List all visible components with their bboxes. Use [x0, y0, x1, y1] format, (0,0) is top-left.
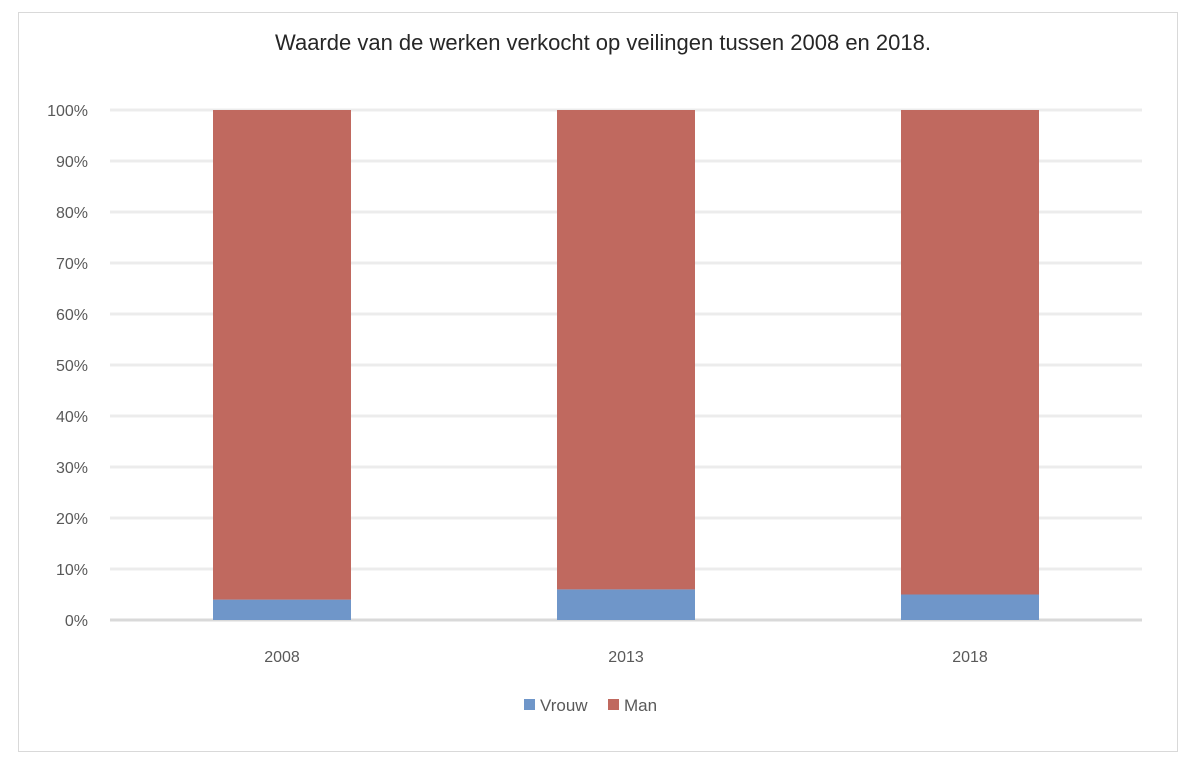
y-tick-label: 60%: [56, 307, 88, 324]
y-tick-label: 100%: [47, 103, 88, 120]
legend: Vrouw Man: [524, 696, 657, 715]
x-tick-label: 2008: [264, 649, 300, 666]
bar-vrouw-2008: [213, 599, 351, 620]
chart-title: Waarde van de werken verkocht op veiling…: [275, 30, 931, 55]
x-tick-label: 2018: [952, 649, 988, 666]
y-tick-label: 0%: [65, 613, 88, 630]
legend-swatch-vrouw: [524, 699, 535, 710]
x-axis-ticks: 2008 2013 2018: [264, 649, 988, 666]
y-tick-label: 10%: [56, 562, 88, 579]
y-tick-label: 90%: [56, 154, 88, 171]
bar-man-2008: [213, 110, 351, 600]
y-tick-label: 50%: [56, 358, 88, 375]
bar-vrouw-2018: [901, 594, 1039, 620]
legend-label-man: Man: [624, 696, 657, 715]
legend-label-vrouw: Vrouw: [540, 696, 588, 715]
bar-man-2013: [557, 110, 695, 590]
y-axis-ticks: 0% 10% 20% 30% 40% 50% 60% 70% 80% 90% 100%: [47, 103, 88, 630]
bar-man-2018: [901, 110, 1039, 595]
y-tick-label: 40%: [56, 409, 88, 426]
y-tick-label: 70%: [56, 256, 88, 273]
bars: [213, 110, 1039, 620]
x-tick-label: 2013: [608, 649, 644, 666]
legend-swatch-man: [608, 699, 619, 710]
bar-vrouw-2013: [557, 589, 695, 620]
y-tick-label: 20%: [56, 511, 88, 528]
y-tick-label: 80%: [56, 205, 88, 222]
y-tick-label: 30%: [56, 460, 88, 477]
